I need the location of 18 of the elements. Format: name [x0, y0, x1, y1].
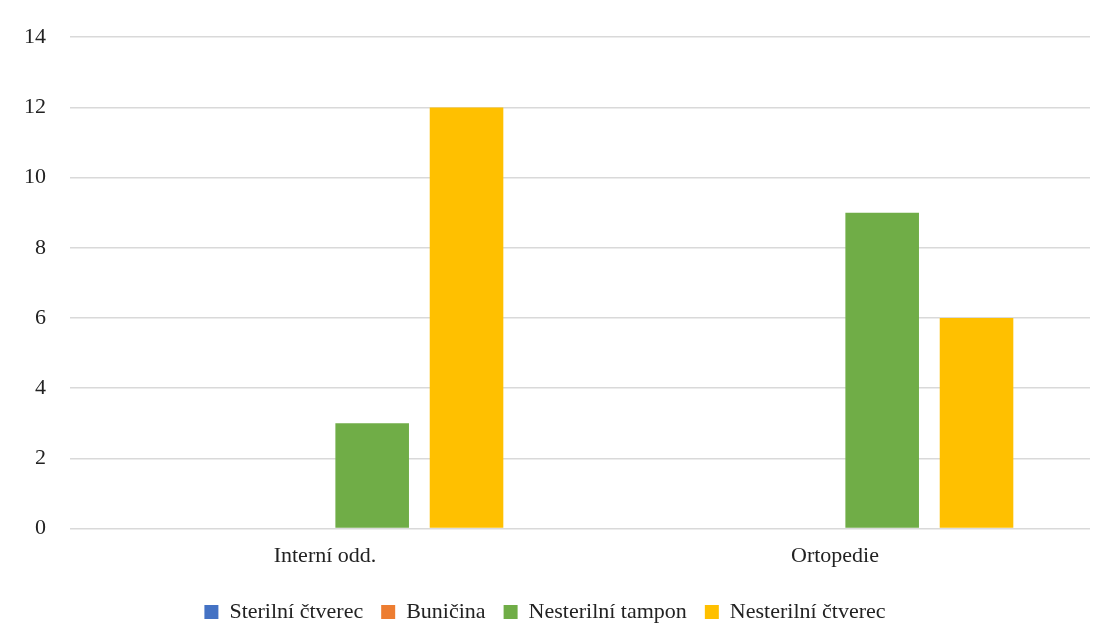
- x-tick-label: Interní odd.: [273, 541, 377, 567]
- legend-label: Nesterilní tampon: [528, 597, 687, 623]
- bar: [845, 212, 919, 528]
- y-tick-label: 2: [35, 444, 46, 470]
- y-tick-label: 14: [24, 22, 46, 48]
- legend-label: Nesterilní čtverec: [729, 597, 886, 623]
- y-tick-label: 12: [24, 93, 46, 119]
- y-tick-label: 0: [35, 514, 46, 540]
- bar: [335, 423, 409, 528]
- y-tick-label: 8: [35, 233, 46, 259]
- legend-label: Sterilní čtverec: [229, 597, 364, 623]
- y-tick-label: 4: [35, 373, 46, 399]
- bar: [939, 318, 1014, 528]
- legend-label: Buničina: [406, 597, 486, 623]
- y-tick-label: 6: [35, 303, 46, 329]
- x-tick-label: Ortopedie: [791, 541, 879, 567]
- bar: [429, 107, 504, 528]
- y-tick-label: 10: [24, 163, 46, 189]
